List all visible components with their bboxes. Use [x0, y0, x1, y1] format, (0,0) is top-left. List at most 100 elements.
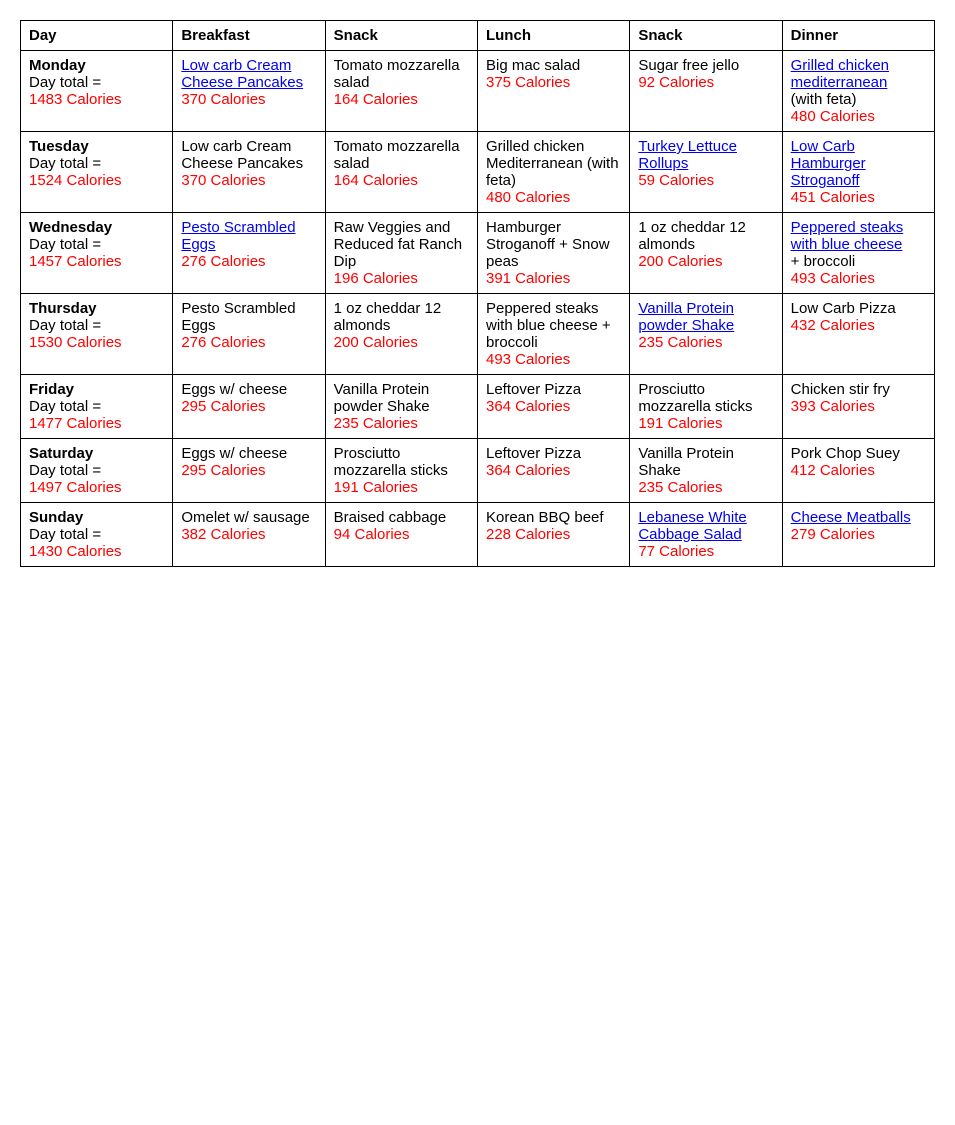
calorie-value: 393 Calories [791, 398, 926, 415]
meal-cell: Tomato mozzarella salad164 Calories [325, 132, 477, 213]
meal-cell: Prosciutto mozzarella sticks191 Calories [630, 375, 782, 439]
meal-cell: Pork Chop Suey 412 Calories [782, 439, 934, 503]
recipe-link[interactable]: Low carb Cream Cheese Pancakes [181, 57, 316, 91]
recipe-link[interactable]: Cheese Meatballs [791, 509, 926, 526]
day-name: Wednesday [29, 219, 164, 236]
day-name: Thursday [29, 300, 164, 317]
meal-cell: Turkey Lettuce Rollups59 Calories [630, 132, 782, 213]
day-name: Sunday [29, 509, 164, 526]
calorie-value: 235 Calories [334, 415, 469, 432]
meal-text: Sugar free jello [638, 57, 773, 74]
meal-text: Peppered steaks with blue cheese + brocc… [486, 300, 621, 351]
header-breakfast: Breakfast [173, 21, 325, 51]
meal-cell: Tomato mozzarella salad164 Calories [325, 51, 477, 132]
meal-text: Eggs w/ cheese [181, 381, 316, 398]
day-cell: WednesdayDay total =1457 Calories [21, 213, 173, 294]
meal-cell: Lebanese White Cabbage Salad77 Calories [630, 503, 782, 567]
meal-text: Vanilla Protein Shake [638, 445, 773, 479]
meal-text: Leftover Pizza [486, 381, 621, 398]
table-row: SundayDay total =1430 Calories Omelet w/ … [21, 503, 935, 567]
calorie-value: 77 Calories [638, 543, 773, 560]
table-row: WednesdayDay total =1457 CaloriesPesto S… [21, 213, 935, 294]
calorie-value: 191 Calories [334, 479, 469, 496]
day-total-calories: 1457 Calories [29, 253, 164, 270]
recipe-link[interactable]: Vanilla Protein powder Shake [638, 300, 773, 334]
meal-cell: Vanilla Protein powder Shake235 Calories [325, 375, 477, 439]
calorie-value: 191 Calories [638, 415, 773, 432]
calorie-value: 391 Calories [486, 270, 621, 287]
meal-cell: Grilled chicken mediterranean(with feta)… [782, 51, 934, 132]
meal-text: Tomato mozzarella salad [334, 138, 469, 172]
calorie-value: 59 Calories [638, 172, 773, 189]
day-total-calories: 1430 Calories [29, 543, 164, 560]
calorie-value: 92 Calories [638, 74, 773, 91]
recipe-link[interactable]: Turkey Lettuce Rollups [638, 138, 773, 172]
recipe-link[interactable]: Low Carb Hamburger Stroganoff [791, 138, 926, 189]
recipe-link[interactable]: Peppered steaks with blue cheese [791, 219, 926, 253]
recipe-link[interactable]: Grilled chicken mediterranean [791, 57, 926, 91]
meal-cell: Omelet w/ sausage382 Calories [173, 503, 325, 567]
recipe-link[interactable]: Lebanese White Cabbage Salad [638, 509, 773, 543]
day-name: Saturday [29, 445, 164, 462]
day-total-label: Day total = [29, 526, 164, 543]
day-cell: TuesdayDay total =1524 Calories [21, 132, 173, 213]
meal-cell: Grilled chicken Mediterranean (with feta… [477, 132, 629, 213]
calorie-value: 375 Calories [486, 74, 621, 91]
meal-cell: Low Carb Hamburger Stroganoff451 Calorie… [782, 132, 934, 213]
meal-text: Low Carb Pizza [791, 300, 926, 317]
meal-text: Hamburger Stroganoff + Snow peas [486, 219, 621, 270]
meal-text: (with feta) [791, 91, 926, 108]
calorie-value: 364 Calories [486, 462, 621, 479]
meal-cell: Braised cabbage94 Calories [325, 503, 477, 567]
meal-text: Chicken stir fry [791, 381, 926, 398]
meal-cell: Prosciutto mozzarella sticks191 Calories [325, 439, 477, 503]
recipe-link[interactable]: Pesto Scrambled Eggs [181, 219, 316, 253]
calorie-value: 432 Calories [791, 317, 926, 334]
table-body: Monday Day total = 1483 Calories Low carb C… [21, 51, 935, 567]
table-row: SaturdayDay total =1497 CaloriesEggs w/ … [21, 439, 935, 503]
meal-plan-table: Day Breakfast Snack Lunch Snack Dinner M… [20, 20, 935, 567]
calorie-value: 276 Calories [181, 334, 316, 351]
meal-cell: Vanilla Protein powder Shake235 Calories [630, 294, 782, 375]
meal-cell: Raw Veggies and Reduced fat Ranch Dip196… [325, 213, 477, 294]
calorie-value: 382 Calories [181, 526, 316, 543]
calorie-value: 412 Calories [791, 462, 926, 479]
header-snack1: Snack [325, 21, 477, 51]
meal-cell: Leftover Pizza364 Calories [477, 375, 629, 439]
day-total-calories: 1483 Calories [29, 91, 164, 108]
day-total-calories: 1524 Calories [29, 172, 164, 189]
day-name: Friday [29, 381, 164, 398]
meal-cell: 1 oz cheddar 12 almonds200 Calories [630, 213, 782, 294]
calorie-value: 480 Calories [486, 189, 621, 206]
day-total-calories: 1530 Calories [29, 334, 164, 351]
day-total-calories: 1477 Calories [29, 415, 164, 432]
meal-text: Vanilla Protein powder Shake [334, 381, 469, 415]
day-total-calories: 1497 Calories [29, 479, 164, 496]
table-row: MondayDay total =1483 CaloriesLow carb C… [21, 51, 935, 132]
meal-text: 1 oz cheddar 12 almonds [334, 300, 469, 334]
day-total-label: Day total = [29, 236, 164, 253]
day-total-label: Day total = [29, 155, 164, 172]
header-day: Day [21, 21, 173, 51]
meal-cell: Korean BBQ beef228 Calories [477, 503, 629, 567]
meal-cell: Low carb Cream Cheese Pancakes370 Calori… [173, 51, 325, 132]
calorie-value: 364 Calories [486, 398, 621, 415]
meal-text: Prosciutto mozzarella sticks [638, 381, 773, 415]
meal-cell: Eggs w/ cheese 295 Calories [173, 439, 325, 503]
calorie-value: 493 Calories [486, 351, 621, 368]
calorie-value: 295 Calories [181, 398, 316, 415]
calorie-value: 94 Calories [334, 526, 469, 543]
calorie-value: 235 Calories [638, 334, 773, 351]
meal-text: Big mac salad [486, 57, 621, 74]
header-lunch: Lunch [477, 21, 629, 51]
calorie-value: 370 Calories [181, 172, 316, 189]
day-cell: SaturdayDay total =1497 Calories [21, 439, 173, 503]
day-name: Monday [29, 57, 164, 74]
calorie-value: 295 Calories [181, 462, 316, 479]
meal-cell: Peppered steaks with blue cheese+ brocco… [782, 213, 934, 294]
meal-cell: Vanilla Protein Shake235 Calories [630, 439, 782, 503]
meal-text: + broccoli [791, 253, 926, 270]
day-cell: FridayDay total =1477 Calories [21, 375, 173, 439]
calorie-value: 196 Calories [334, 270, 469, 287]
meal-text: Leftover Pizza [486, 445, 621, 462]
